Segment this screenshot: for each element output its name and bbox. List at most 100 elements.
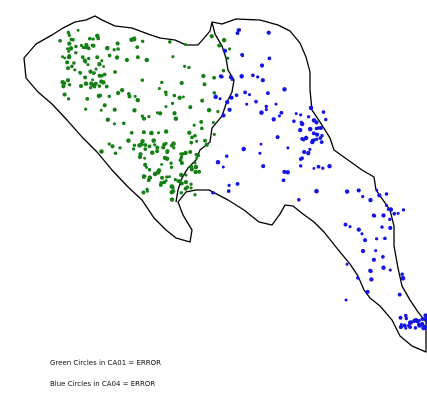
green-circle-point [180, 181, 184, 186]
green-circle-point [122, 121, 126, 126]
green-circle-point [187, 130, 192, 135]
blue-circle-point [360, 232, 364, 236]
green-circle-point [62, 92, 67, 97]
green-circle-point [193, 164, 199, 170]
blue-circle-point [381, 265, 386, 270]
green-circle-point [120, 88, 125, 93]
green-circle-point [80, 55, 85, 59]
blue-circle-point [225, 99, 230, 105]
green-circle-point [67, 41, 72, 46]
blue-circle-point [369, 269, 373, 273]
blue-circle-point [388, 225, 393, 230]
green-circle-point [112, 122, 116, 126]
blue-circle-point [420, 317, 425, 321]
green-circle-point [158, 111, 163, 116]
blue-circle-point [327, 163, 332, 169]
green-circle-point [141, 39, 145, 43]
blue-circle-point [258, 151, 262, 155]
green-circle-point [66, 47, 69, 51]
green-circle-point [66, 30, 71, 35]
green-circle-point [165, 149, 170, 154]
green-circle-point [61, 80, 67, 86]
green-circle-point [201, 73, 206, 79]
blue-circle-point [413, 326, 418, 330]
blue-circle-point [312, 166, 316, 170]
green-circle-point [115, 41, 120, 46]
green-circle-point [107, 142, 111, 146]
green-circle-point [189, 186, 193, 190]
green-circle-point [164, 93, 168, 97]
blue-circle-point [315, 132, 320, 137]
blue-circle-point [412, 319, 416, 324]
green-circle-point [160, 175, 164, 180]
green-circle-point [149, 130, 154, 136]
green-circle-point [66, 97, 71, 101]
blue-circle-point [298, 127, 303, 133]
green-circle-point [114, 55, 120, 60]
green-circle-point [183, 64, 187, 68]
green-circle-point [101, 80, 106, 85]
green-circle-point [132, 108, 137, 113]
green-circle-point [171, 189, 176, 194]
blue-circle-point [399, 322, 403, 326]
green-circle-point [156, 168, 162, 173]
green-circle-point [195, 156, 199, 160]
green-circle-point [83, 75, 88, 80]
green-circle-point [84, 107, 88, 111]
green-circle-point [143, 162, 148, 167]
blue-circle-point [402, 323, 407, 328]
green-circle-point [181, 95, 185, 99]
blue-circle-point [316, 164, 321, 169]
blue-circle-point [299, 121, 305, 127]
blue-circle-point [264, 104, 268, 109]
green-circle-point [179, 80, 184, 86]
green-circle-point [91, 78, 94, 82]
green-circle-point [172, 93, 177, 98]
green-circle-point [105, 117, 110, 122]
blue-circle-point [266, 91, 270, 95]
blue-circle-point [384, 192, 389, 196]
green-circle-point [169, 161, 173, 165]
blue-circle-point [319, 140, 324, 145]
blue-circle-point [275, 135, 280, 140]
green-circle-point [139, 142, 144, 147]
blue-circle-point [369, 277, 374, 282]
blue-circle-point [299, 164, 303, 168]
green-circle-point [112, 107, 117, 112]
green-circle-point [79, 43, 83, 47]
green-circle-point [155, 149, 160, 154]
blue-circle-point [236, 28, 240, 32]
blue-circle-point [267, 56, 272, 61]
green-circle-point [83, 45, 88, 50]
green-circle-point [202, 82, 207, 87]
blue-circle-point [356, 188, 361, 193]
blue-circle-point [368, 197, 373, 203]
green-circle-point [178, 172, 184, 178]
green-circle-point [171, 141, 176, 146]
green-circle-point [187, 65, 191, 70]
blue-circle-point [274, 102, 278, 106]
blue-circle-point [315, 137, 319, 141]
green-circle-point [66, 54, 72, 60]
blue-circle-point [254, 99, 258, 104]
blue-circle-point [400, 272, 404, 276]
green-circle-point [169, 197, 175, 202]
green-circle-point [61, 55, 64, 59]
blue-circle-point [245, 102, 249, 106]
green-circle-point [141, 190, 146, 195]
blue-circle-point [222, 48, 228, 54]
green-circle-point [188, 149, 193, 154]
blue-circle-point [318, 136, 323, 140]
blue-circle-point [227, 183, 231, 187]
blue-circle-point [396, 211, 400, 215]
blue-circle-point [247, 93, 252, 97]
green-circle-point [147, 115, 151, 119]
blue-circle-point [324, 117, 328, 122]
green-circle-point [216, 110, 220, 114]
blue-circle-point [259, 110, 264, 115]
green-circle-point [204, 142, 209, 147]
blue-circle-point [241, 146, 246, 152]
green-circle-point [89, 86, 93, 90]
green-circle-point [212, 75, 216, 80]
